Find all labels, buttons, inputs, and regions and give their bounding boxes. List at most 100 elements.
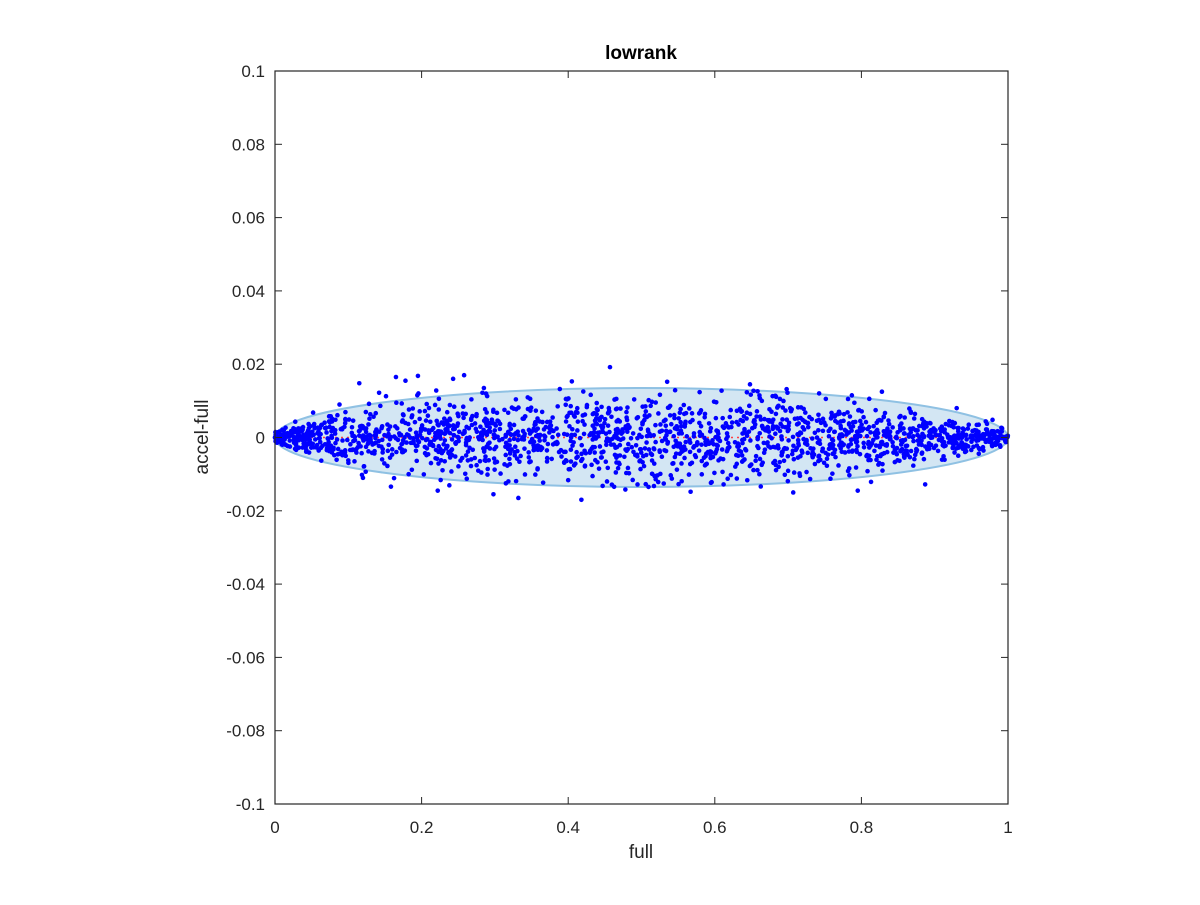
scatter-point	[736, 422, 741, 427]
scatter-point	[528, 459, 533, 464]
scatter-point	[744, 389, 750, 395]
scatter-point	[468, 417, 474, 423]
scatter-point	[600, 424, 606, 430]
scatter-point	[492, 421, 497, 427]
scatter-point	[376, 390, 382, 396]
scatter-point	[755, 467, 760, 473]
scatter-point	[702, 411, 708, 417]
scatter-point	[747, 463, 753, 469]
scatter-point	[502, 407, 507, 413]
scatter-point	[664, 432, 669, 438]
scatter-point	[565, 413, 570, 419]
scatter-point	[866, 439, 871, 445]
scatter-point	[850, 420, 856, 425]
scatter-point	[809, 436, 815, 441]
scatter-point	[898, 448, 903, 454]
scatter-point	[618, 437, 623, 443]
scatter-point	[424, 401, 430, 407]
scatter-point	[691, 431, 697, 436]
scatter-point	[659, 438, 665, 444]
scatter-point	[826, 446, 832, 452]
scatter-point	[928, 427, 934, 433]
scatter-point	[436, 449, 441, 455]
scatter-point	[491, 456, 497, 461]
scatter-point	[765, 417, 771, 423]
scatter-point	[777, 459, 783, 465]
scatter-point	[902, 415, 908, 420]
scatter-point	[667, 413, 673, 418]
scatter-point	[997, 442, 1003, 448]
scatter-point	[833, 418, 838, 424]
scatter-point	[868, 443, 873, 448]
scatter-point	[920, 431, 925, 437]
scatter-point	[861, 440, 866, 446]
scatter-point	[507, 437, 512, 443]
scatter-point	[516, 495, 521, 501]
scatter-point	[681, 448, 686, 453]
scatter-point	[868, 479, 874, 485]
scatter-point	[361, 464, 367, 469]
scatter-point	[606, 409, 612, 415]
scatter-point	[318, 431, 323, 437]
scatter-point	[383, 393, 389, 399]
scatter-point	[441, 442, 446, 447]
scatter-point	[874, 420, 880, 426]
scatter-point	[779, 449, 785, 455]
scatter-point	[497, 421, 503, 427]
scatter-point	[682, 455, 687, 461]
scatter-point	[557, 386, 563, 392]
y-tick-label: 0.1	[241, 62, 265, 81]
scatter-point	[592, 418, 598, 423]
scatter-point	[382, 461, 387, 466]
scatter-point	[683, 419, 688, 425]
scatter-point	[635, 482, 640, 487]
scatter-point	[941, 443, 947, 449]
scatter-point	[664, 379, 670, 385]
scatter-point	[762, 416, 767, 422]
scatter-point	[417, 409, 422, 414]
scatter-point	[533, 408, 539, 413]
scatter-point	[515, 448, 520, 454]
scatter-point	[861, 414, 866, 420]
scatter-point	[622, 454, 627, 460]
scatter-point	[462, 471, 468, 477]
scatter-point	[311, 421, 317, 427]
scatter-point	[579, 442, 585, 448]
scatter-point	[470, 447, 476, 453]
scatter-point	[366, 422, 371, 427]
scatter-point	[495, 434, 500, 440]
scatter-point	[687, 449, 693, 455]
scatter-point	[848, 437, 854, 443]
scatter-point	[528, 408, 533, 413]
scatter-point	[674, 467, 680, 472]
scatter-point	[571, 463, 577, 468]
scatter-point	[757, 471, 762, 477]
scatter-point	[599, 414, 604, 420]
scatter-point	[310, 410, 316, 415]
y-tick-label: -0.06	[226, 648, 265, 667]
scatter-point	[744, 477, 750, 483]
scatter-point	[447, 417, 453, 423]
scatter-point	[543, 424, 549, 430]
scatter-point	[740, 440, 745, 446]
scatter-point	[424, 452, 429, 458]
scatter-point	[526, 455, 532, 460]
scatter-point	[327, 424, 333, 430]
scatter-point	[754, 409, 760, 414]
scatter-point	[564, 432, 570, 438]
scatter-point	[857, 418, 863, 424]
scatter-point	[515, 437, 521, 443]
scatter-point	[773, 431, 778, 437]
scatter-point	[758, 484, 764, 489]
scatter-point	[440, 467, 445, 473]
scatter-point	[436, 396, 442, 402]
scatter-point	[880, 468, 885, 473]
scatter-point	[672, 387, 678, 393]
scatter-point	[367, 411, 373, 417]
scatter-point	[753, 458, 758, 464]
scatter-point	[403, 378, 408, 383]
scatter-point	[367, 416, 372, 422]
scatter-point	[890, 425, 895, 430]
scatter-point	[721, 482, 726, 487]
